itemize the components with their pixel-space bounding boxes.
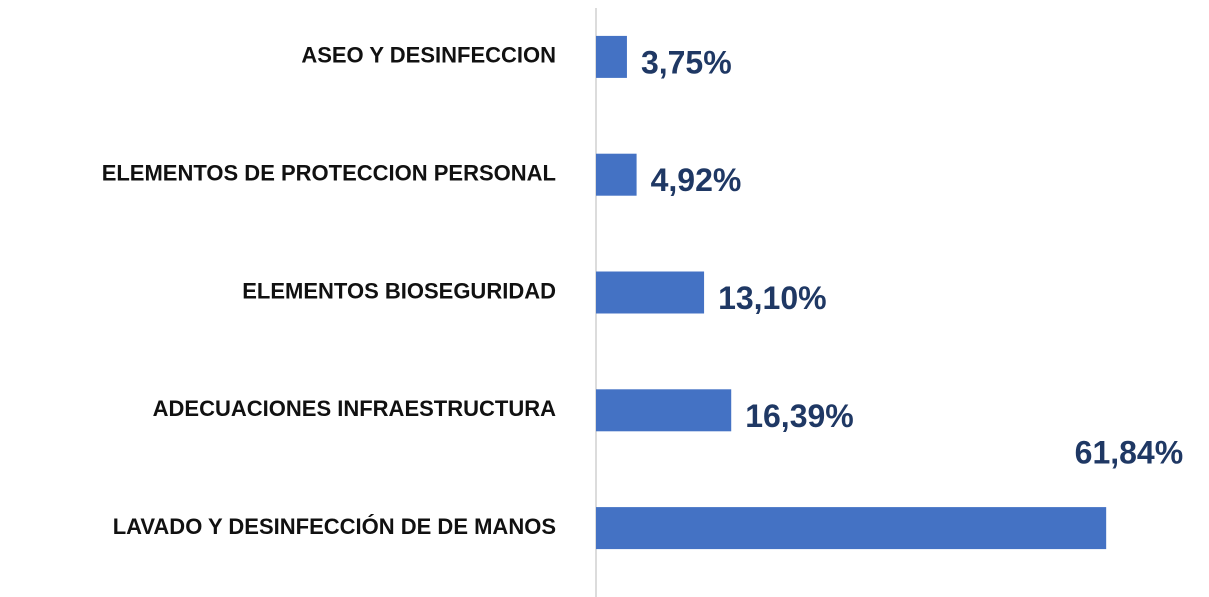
bar <box>596 271 705 314</box>
category-label: ELEMENTOS BIOSEGURIDAD <box>242 278 556 303</box>
value-label: 13,10% <box>718 280 827 316</box>
value-label: 3,75% <box>641 44 732 80</box>
bar <box>596 35 627 78</box>
value-label: 16,39% <box>745 398 854 434</box>
bar <box>596 153 637 196</box>
bar <box>596 507 1107 550</box>
value-label: 61,84% <box>1075 435 1184 471</box>
value-label: 4,92% <box>651 162 742 198</box>
category-label: ELEMENTOS DE PROTECCION PERSONAL <box>102 161 556 186</box>
category-label: ADECUACIONES INFRAESTRUCTURA <box>153 396 556 421</box>
category-label: LAVADO Y DESINFECCIÓN DE DE MANOS <box>113 514 556 539</box>
bar <box>596 389 732 432</box>
category-label: ASEO Y DESINFECCION <box>301 43 556 68</box>
